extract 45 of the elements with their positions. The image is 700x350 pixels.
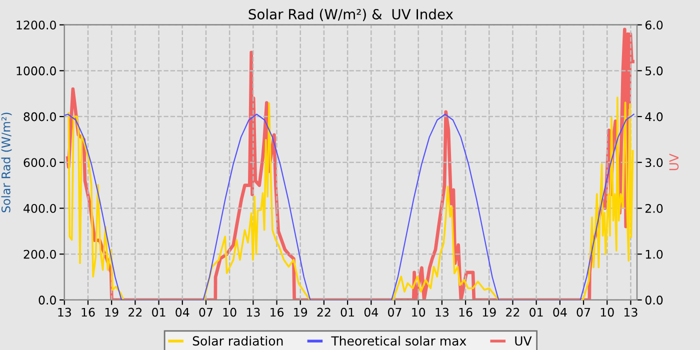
x-tick-label: 07 [388, 308, 402, 317]
x-tick-label: 22 [317, 308, 330, 317]
x-tick-label: 22 [128, 308, 142, 317]
x-tick-label: 01 [530, 308, 543, 317]
legend-label: Solar radiation [192, 336, 283, 346]
y-tick-label: 800.0 [24, 112, 56, 122]
y-tick-label: 200.0 [24, 250, 56, 259]
x-tick-label: 04 [176, 308, 190, 317]
y2-tick-label: 4.0 [645, 112, 663, 122]
y-tick-label: 1000.0 [16, 66, 56, 76]
x-tick-label: 13 [58, 308, 71, 317]
chart-title: Solar Rad (W/m²) & UV Index [248, 8, 454, 22]
y-tick-label: 1200.0 [16, 20, 56, 30]
y2-axis-title: UV [669, 154, 679, 170]
x-tick-label: 10 [412, 308, 426, 317]
x-tick-label: 01 [152, 308, 166, 317]
y-tick-label: 600.0 [24, 158, 56, 168]
legend-label: Theoretical solar max [331, 336, 466, 346]
x-tick-label: 07 [199, 308, 212, 317]
y-tick-label: 0.0 [38, 296, 56, 305]
x-tick-label: 16 [82, 308, 95, 317]
x-tick-label: 10 [223, 308, 236, 317]
legend-label: UV [515, 336, 532, 346]
x-tick-label: 19 [294, 308, 308, 317]
x-tick-label: 22 [506, 308, 520, 317]
x-tick-label: 16 [459, 308, 472, 317]
y-axis-title: Solar Rad (W/m²) [1, 112, 12, 212]
y2-tick-label: 1.0 [646, 250, 663, 259]
y2-tick-label: 6.0 [645, 20, 663, 30]
x-tick-label: 10 [600, 308, 614, 317]
x-tick-label: 07 [576, 308, 590, 317]
x-tick-label: 01 [340, 308, 354, 317]
x-tick-label: 13 [246, 308, 260, 317]
y-tick-label: 400.0 [24, 204, 56, 213]
x-tick-label: 04 [364, 308, 378, 317]
y2-tick-label: 5.0 [646, 66, 663, 76]
y2-tick-label: 2.0 [646, 204, 663, 213]
y2-tick-label: 3.0 [646, 158, 663, 168]
x-tick-label: 13 [624, 308, 638, 317]
x-tick-label: 16 [270, 308, 284, 317]
x-tick-label: 19 [482, 308, 496, 317]
x-tick-label: 19 [105, 308, 118, 317]
x-tick-label: 04 [553, 308, 567, 317]
y2-tick-label: 0.0 [645, 296, 663, 305]
x-tick-label: 13 [436, 308, 449, 317]
